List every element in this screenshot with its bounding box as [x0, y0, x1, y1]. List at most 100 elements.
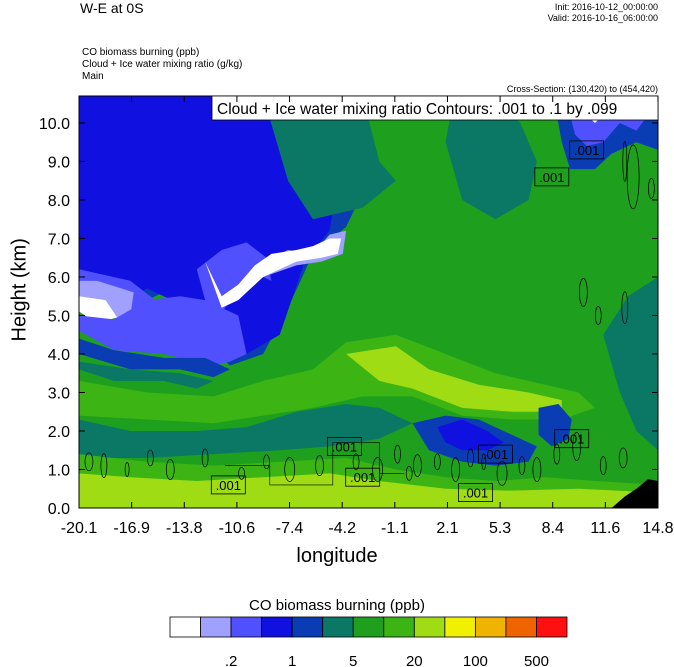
- contour-line: [648, 178, 655, 199]
- y-tick-label: 1.0: [48, 462, 70, 479]
- contour-line: [146, 449, 154, 467]
- contour-line: [165, 459, 175, 480]
- contour-line: [201, 448, 209, 468]
- contour-line: [518, 456, 526, 475]
- y-tick-label: 3.0: [48, 385, 70, 402]
- contour-line: [433, 453, 441, 471]
- y-tick-label: 2.0: [48, 424, 70, 441]
- colorbar-title: CO biomass burning (ppb): [249, 597, 425, 614]
- colorbar-swatch: [291, 616, 324, 638]
- y-tick-label: 8.0: [48, 193, 70, 210]
- contour-info-box: [211, 95, 659, 121]
- contour-label-box: [569, 140, 605, 160]
- x-tick-label: 5.3: [489, 520, 511, 537]
- colorbar-swatch: [261, 616, 293, 638]
- y-tick-label: 4.0: [48, 347, 70, 364]
- field-band: [79, 296, 118, 324]
- x-tick-label: -4.2: [328, 520, 356, 537]
- contour-label-box: [534, 167, 570, 187]
- x-tick-label: 14.8: [642, 520, 673, 537]
- init-time: Init: 2016-10-12_00:00:00: [554, 2, 658, 12]
- field-label-main: Main: [82, 71, 104, 82]
- contour-info-label: Cloud + Ice water mixing ratio Contours:…: [217, 101, 617, 118]
- x-tick-label: 8.4: [542, 520, 564, 537]
- contour-line: [599, 456, 607, 475]
- colorbar-tick-label: 100: [463, 653, 488, 667]
- contour-value-label: .001: [216, 478, 241, 493]
- colorbar-swatch: [169, 616, 201, 638]
- contour-line: [263, 454, 270, 470]
- field-band: [79, 404, 413, 458]
- y-axis-label: Height (km): [8, 238, 31, 342]
- contour-value-label: .001: [350, 470, 375, 485]
- field-band: [79, 361, 214, 389]
- colorbar-tick-label: 5: [349, 653, 357, 667]
- field-band: [79, 296, 247, 366]
- valid-time: Valid: 2016-10-16_06:00:00: [547, 13, 658, 23]
- field-band: [79, 473, 658, 508]
- y-tick-label: 10.0: [39, 116, 70, 133]
- x-tick-label: -13.8: [166, 520, 203, 537]
- contour-line: [451, 457, 460, 482]
- field-band: [346, 346, 562, 412]
- colorbar-swatch: [474, 616, 507, 638]
- contour-line: [496, 460, 508, 486]
- colorbar-tick-label: 1: [288, 653, 296, 667]
- field-band: [538, 404, 572, 447]
- contour-line: [553, 443, 561, 465]
- contour-label-box: [554, 429, 590, 449]
- plot-title: W-E at 0S: [80, 0, 144, 16]
- contour-label-box: [210, 475, 246, 495]
- contour-value-label: .001: [574, 143, 599, 158]
- terrain-mask: [611, 479, 658, 508]
- field-band: [603, 276, 658, 451]
- run-times: Init: 2016-10-12_00:00:00 Valid: 2016-10…: [548, 2, 658, 24]
- y-tick-label: 6.0: [48, 270, 70, 287]
- contour-line: [352, 453, 360, 471]
- contour-value-label: .001: [463, 486, 488, 501]
- contour-line: [618, 447, 628, 469]
- contour-line: [405, 465, 413, 481]
- x-tick-label: -1.1: [381, 520, 409, 537]
- contour-line: [467, 448, 474, 468]
- field-label-co: CO biomass burning (ppb): [82, 47, 200, 58]
- colorbar-swatch: [352, 616, 385, 638]
- colorbar-tick-label: .2: [225, 653, 238, 667]
- cross-section-label: Cross-Section: (130,420) to (454,420): [506, 84, 658, 94]
- contour-line: [622, 141, 628, 182]
- contour-line: [124, 462, 130, 477]
- contour-value-label: .001: [559, 432, 584, 447]
- x-tick-label: -16.9: [113, 520, 150, 537]
- x-tick-label: 2.1: [436, 520, 458, 537]
- contour-line: [594, 306, 602, 325]
- contour-label-box: [478, 444, 513, 464]
- contour-value-label: .001: [539, 170, 564, 185]
- colorbar-swatch: [413, 616, 446, 638]
- field-band: [79, 338, 230, 378]
- colorbar-tick-label: 500: [524, 653, 549, 667]
- y-tick-label: 5.0: [48, 308, 70, 325]
- field-band: [79, 96, 338, 354]
- x-tick-label: -10.6: [219, 520, 256, 537]
- field-band: [437, 419, 504, 451]
- colorbar-swatch: [444, 616, 476, 638]
- contour-line: [372, 457, 383, 482]
- colorbar-swatch: [200, 616, 232, 638]
- contour-label-box: [458, 483, 493, 502]
- contour-line: [481, 453, 487, 471]
- field-band: [196, 242, 272, 312]
- field-label-cloud: Cloud + Ice water mixing ratio (g/kg): [82, 59, 243, 70]
- colorbar-swatch: [383, 616, 415, 638]
- x-axis-label: longitude: [296, 545, 378, 567]
- colorbar-tick-label: 20: [406, 653, 423, 667]
- contour-line: [626, 144, 640, 210]
- contour-line: [572, 432, 582, 461]
- contour-line: [284, 457, 296, 482]
- contour-line: [532, 457, 542, 482]
- contour-line: [100, 453, 108, 478]
- contour-line: [238, 466, 245, 480]
- colorbar-swatch: [536, 616, 568, 638]
- field-band: [205, 238, 342, 308]
- x-tick-label: -7.4: [276, 520, 304, 537]
